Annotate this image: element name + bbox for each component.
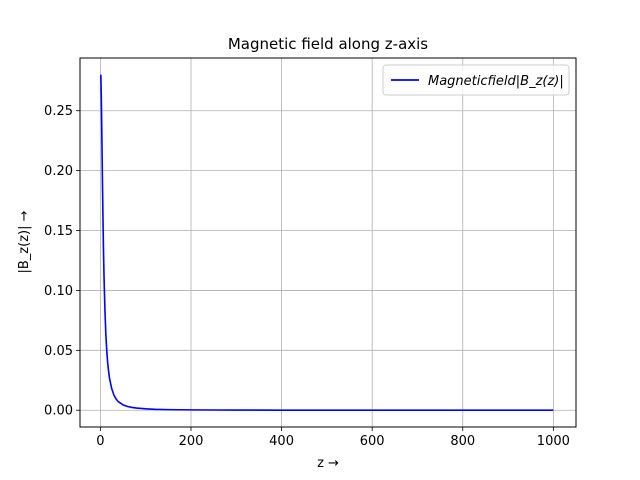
- legend: Magneticfield|B_z(z)|: [382, 64, 570, 96]
- y-tick-label: 0.10: [44, 284, 73, 299]
- y-tick-label: 0.00: [44, 404, 73, 419]
- series-layer: [100, 74, 554, 412]
- y-axis-ticks: 0.00 0.05 0.10 0.15 0.20 0.25: [44, 104, 80, 419]
- x-tick-label: 0: [96, 434, 104, 449]
- x-axis-ticks: 0 200 400 600 800 1000: [96, 427, 570, 449]
- x-tick-label: 200: [179, 434, 204, 449]
- legend-box: [382, 64, 570, 96]
- x-tick-label: 600: [360, 434, 385, 449]
- y-axis-title: |B_z(z)| →: [17, 210, 32, 273]
- series-line: [100, 74, 554, 412]
- x-axis-title: z →: [317, 456, 339, 471]
- plot-frame: [79, 57, 577, 428]
- x-tick-label: 1000: [537, 434, 570, 449]
- y-tick-label: 0.25: [44, 104, 73, 119]
- legend-label: Magneticfield|B_z(z)|: [428, 74, 564, 89]
- y-axis-title-group: |B_z(z)| →: [17, 210, 32, 273]
- chart-title: Magnetic field along z-axis: [228, 35, 428, 53]
- x-tick-label: 800: [450, 434, 475, 449]
- grid: [80, 58, 576, 427]
- y-tick-label: 0.05: [44, 344, 73, 359]
- y-tick-label: 0.20: [44, 164, 73, 179]
- y-tick-label: 0.15: [44, 224, 73, 239]
- x-tick-label: 400: [269, 434, 294, 449]
